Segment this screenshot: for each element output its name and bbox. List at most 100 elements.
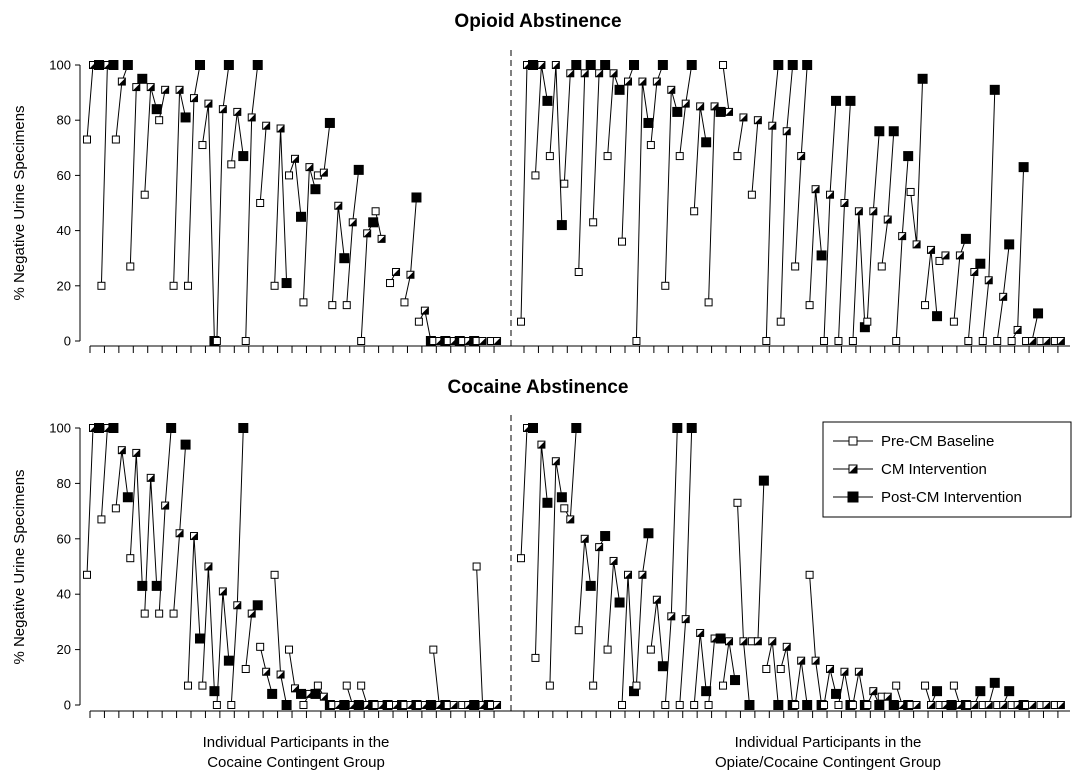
cm-intervention-point: [406, 270, 415, 279]
cm-intervention-marker-fill: [320, 169, 328, 177]
cm-intervention-point: [218, 587, 227, 596]
cm-intervention-point: [667, 612, 676, 621]
cm-intervention-point: [262, 121, 271, 130]
post-cm-intervention-point: [932, 311, 943, 322]
cm-intervention-marker-fill: [696, 629, 704, 637]
post-cm-intervention-point: [122, 60, 133, 70]
cm-intervention-point: [782, 127, 791, 136]
cocaine-y-tick-label: 40: [57, 587, 71, 602]
pre-cm-baseline-point: [921, 301, 930, 310]
cm-intervention-point: [175, 529, 184, 538]
cm-intervention-marker-fill: [797, 657, 805, 665]
cm-intervention-marker-fill: [970, 268, 978, 276]
post-cm-intervention-point: [353, 164, 364, 175]
post-cm-intervention-point: [180, 439, 191, 450]
cm-intervention-point: [624, 77, 633, 86]
cm-intervention-marker-fill: [421, 307, 429, 315]
cm-intervention-marker-fill: [291, 155, 299, 163]
cm-intervention-point: [190, 532, 199, 541]
cm-intervention-marker-fill: [884, 693, 892, 701]
cm-intervention-marker-fill: [725, 108, 733, 116]
participant-trajectory-line: [809, 189, 823, 306]
post-cm-intervention-point: [773, 60, 784, 70]
cm-intervention-marker-fill: [667, 86, 675, 94]
post-cm-intervention-point: [209, 686, 220, 697]
cm-intervention-marker-fill: [739, 637, 747, 645]
post-cm-intervention-point: [629, 60, 640, 70]
pre-cm-baseline-point: [83, 135, 91, 144]
pre-cm-baseline-point: [690, 207, 699, 216]
cm-intervention-point: [782, 642, 791, 651]
participant-trajectory-line: [592, 64, 606, 223]
participant-trajectory-line: [592, 535, 606, 686]
cm-intervention-point: [580, 69, 589, 78]
participant-trajectory-line: [375, 211, 383, 240]
cocaine-abstinence-panel: Cocaine Abstinence % Negative Urine Spec…: [11, 377, 1070, 718]
post-cm-intervention-point: [425, 700, 436, 710]
participant-trajectory-line: [679, 427, 693, 706]
cm-intervention-point: [826, 664, 835, 673]
participant-trajectory-line: [245, 64, 259, 342]
cm-intervention-marker-fill: [566, 515, 574, 523]
pre-cm-baseline-point: [820, 337, 829, 345]
post-cm-intervention-point: [903, 151, 914, 162]
cm-intervention-marker-fill: [840, 199, 848, 207]
post-cm-intervention-point: [831, 95, 842, 106]
pre-cm-baseline-point: [184, 281, 193, 290]
cm-intervention-marker-fill: [956, 251, 964, 259]
cocaine-data-marks: [83, 423, 1065, 710]
pre-cm-baseline-point: [762, 337, 771, 345]
cm-intervention-point: [941, 251, 950, 260]
cm-intervention-point: [132, 448, 141, 457]
cm-intervention-marker-fill: [204, 563, 212, 570]
pre-cm-baseline-point: [906, 187, 915, 196]
pre-cm-baseline-point: [517, 554, 525, 563]
post-cm-intervention-point: [758, 475, 769, 486]
participant-trajectory-line: [100, 64, 114, 286]
pre-cm-baseline-point: [863, 701, 872, 709]
pre-cm-baseline-point: [184, 681, 193, 690]
pre-cm-baseline-point: [589, 218, 598, 227]
post-cm-intervention-point: [281, 278, 292, 289]
post-cm-intervention-point: [600, 531, 611, 542]
cm-intervention-marker-fill: [768, 637, 776, 645]
cm-intervention-marker-fill: [1028, 701, 1036, 709]
participant-trajectory-line: [809, 574, 823, 706]
participant-trajectory-line: [187, 535, 201, 686]
cm-intervention-marker-fill: [812, 657, 820, 665]
pre-cm-baseline-point: [299, 701, 308, 709]
pre-cm-baseline-point: [357, 337, 366, 345]
pre-cm-baseline-point: [386, 279, 395, 288]
cm-intervention-marker-fill: [610, 557, 618, 565]
cm-intervention-marker-fill: [595, 543, 603, 551]
participant-trajectory-line: [563, 64, 577, 184]
pre-cm-baseline-point: [140, 190, 149, 199]
participant-trajectory-line: [158, 427, 172, 614]
post-cm-intervention-point: [195, 633, 206, 644]
post-cm-intervention-point: [411, 192, 422, 203]
cm-intervention-point: [233, 601, 242, 610]
post-cm-intervention-point: [339, 700, 350, 710]
post-cm-intervention-point: [802, 700, 813, 710]
pre-cm-baseline-point: [805, 301, 814, 310]
post-cm-intervention-point: [571, 60, 582, 70]
pre-cm-baseline-point: [371, 207, 380, 216]
participant-trajectory-line: [881, 131, 895, 267]
participant-trajectory-line: [578, 64, 592, 273]
pre-cm-baseline-point: [574, 626, 583, 635]
post-cm-intervention-point: [600, 60, 611, 70]
pre-cm-baseline-point: [97, 281, 106, 290]
post-cm-intervention-point: [469, 700, 480, 710]
cm-intervention-point: [984, 701, 993, 709]
cm-intervention-marker-fill: [667, 612, 675, 620]
cm-intervention-marker-fill: [493, 337, 501, 345]
post-cm-intervention-point: [917, 73, 928, 84]
pre-cm-baseline-point: [589, 681, 598, 690]
pre-cm-baseline-point: [328, 301, 337, 310]
pre-cm-baseline-point: [848, 337, 857, 345]
cm-intervention-point: [377, 234, 386, 243]
post-cm-intervention-point: [643, 528, 654, 539]
pre-cm-baseline-point: [97, 515, 106, 524]
participant-trajectory-line: [664, 89, 678, 286]
post-cm-intervention-point: [238, 151, 249, 162]
